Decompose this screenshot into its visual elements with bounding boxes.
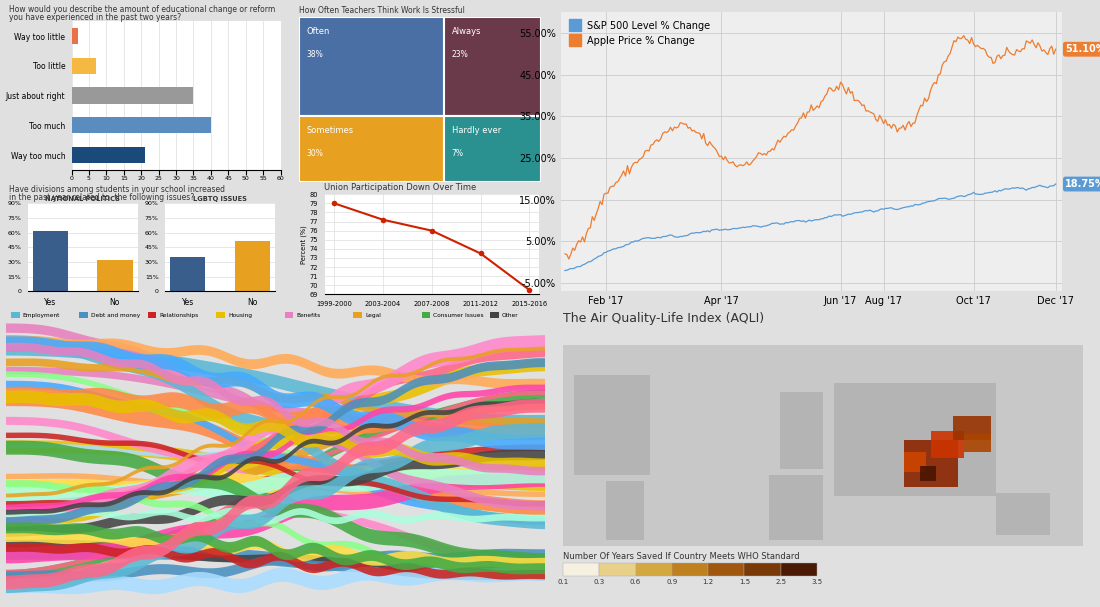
Text: Legal: Legal [365,313,381,317]
Text: Sometimes: Sometimes [307,126,353,135]
Bar [672,563,708,576]
Text: 0.3: 0.3 [594,579,605,585]
Text: 0.9: 0.9 [667,579,678,585]
Bar [904,439,958,487]
Text: 38%: 38% [307,50,323,59]
Bar [299,116,444,182]
Bar [769,475,823,540]
Bar [444,17,541,116]
Bar [234,240,270,291]
Bar [72,147,145,163]
Bar [170,257,206,291]
Bar [353,312,362,318]
Text: Union Participation Down Over Time: Union Participation Down Over Time [324,183,476,192]
Bar [421,312,430,318]
Text: The Air Quality-Life Index (AQLI): The Air Quality-Life Index (AQLI) [563,313,764,325]
Bar [636,563,672,576]
Text: Number Of Years Saved If Country Meets WHO Standard: Number Of Years Saved If Country Meets W… [563,552,800,561]
Text: 1.2: 1.2 [703,579,714,585]
Text: Often: Often [307,27,330,36]
Bar [563,345,1082,546]
Text: Other: Other [502,313,518,317]
Text: Relationships: Relationships [160,313,199,317]
Bar [72,87,194,104]
Bar [217,312,224,318]
Bar [953,416,991,439]
Bar [708,563,745,576]
Bar [781,563,817,576]
Bar [147,312,156,318]
Text: 51.10%: 51.10% [1066,44,1100,54]
Text: you have experienced in the past two years?: you have experienced in the past two yea… [9,13,180,22]
Text: 7%: 7% [452,149,464,158]
Bar [574,375,650,475]
Bar [79,312,88,318]
Bar [11,312,20,318]
Text: 2.5: 2.5 [776,579,786,585]
Text: How would you describe the amount of educational change or reform: How would you describe the amount of edu… [9,5,275,14]
Bar [563,563,600,576]
Bar [834,384,996,496]
Text: Consumer Issues: Consumer Issues [433,313,484,317]
Title: NATIONAL POLITICS: NATIONAL POLITICS [45,195,120,202]
Bar [606,481,645,540]
Bar [72,117,211,134]
Text: Hardly ever: Hardly ever [452,126,500,135]
Bar [780,392,823,469]
Text: How Often Teachers Think Work Is Stressful: How Often Teachers Think Work Is Stressf… [299,6,465,15]
Text: 18.75%: 18.75% [1066,179,1100,189]
Bar [72,28,78,44]
Text: 0.6: 0.6 [630,579,641,585]
Bar [600,563,636,576]
Bar [97,260,132,291]
Text: 23%: 23% [452,50,469,59]
Text: Housing: Housing [228,313,252,317]
Text: Debt and money: Debt and money [91,313,141,317]
Bar [921,466,936,481]
Text: 1.5: 1.5 [739,579,750,585]
Bar [299,17,444,116]
Text: Have divisions among students in your school increased: Have divisions among students in your sc… [9,185,224,194]
Text: in the past year related to  the following issues?: in the past year related to the followin… [9,193,194,202]
Bar [72,58,96,74]
Bar [904,452,925,472]
Y-axis label: Percent (%): Percent (%) [300,225,307,263]
Text: 3.5: 3.5 [812,579,823,585]
Bar [285,312,294,318]
Text: Employment: Employment [23,313,61,317]
Bar [33,231,68,291]
Text: 0.1: 0.1 [558,579,569,585]
Bar [491,312,498,318]
Text: Always: Always [452,27,481,36]
Bar [931,431,964,458]
Bar [964,434,991,452]
Legend: S&P 500 Level % Change, Apple Price % Change: S&P 500 Level % Change, Apple Price % Ch… [565,17,714,50]
Text: Benefits: Benefits [297,313,321,317]
Bar [745,563,781,576]
Text: 30%: 30% [307,149,323,158]
Bar [996,493,1050,535]
Bar [444,116,541,182]
Title: LGBTQ ISSUES: LGBTQ ISSUES [194,195,246,202]
